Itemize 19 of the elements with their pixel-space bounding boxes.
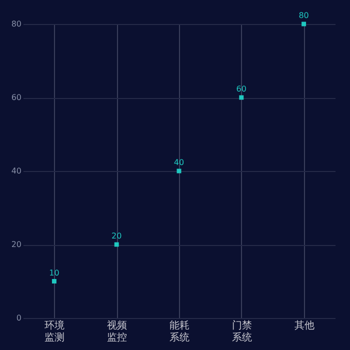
y-tick-label: 0	[16, 314, 22, 322]
x-tick-label: 能耗系统	[170, 320, 190, 344]
data-label: 60	[236, 84, 246, 94]
data-label: 20	[112, 232, 122, 240]
y-tick-label: 40	[11, 166, 22, 176]
data-label: 10	[49, 268, 60, 278]
point	[239, 95, 244, 100]
x-tick-label: 门禁系统	[232, 320, 252, 344]
y-tick-label: 60	[11, 93, 22, 102]
data-label: 80	[298, 11, 309, 20]
y-tick-label: 20	[11, 240, 22, 249]
point	[52, 279, 56, 284]
y-tick-label: 80	[11, 20, 22, 28]
x-tick-label: 其他	[294, 320, 314, 332]
x-tick-label: 环境监测	[44, 320, 65, 344]
point	[302, 22, 306, 26]
point	[114, 242, 119, 247]
x-tick-label: 视频监控	[107, 320, 128, 344]
data-label: 40	[174, 158, 184, 167]
